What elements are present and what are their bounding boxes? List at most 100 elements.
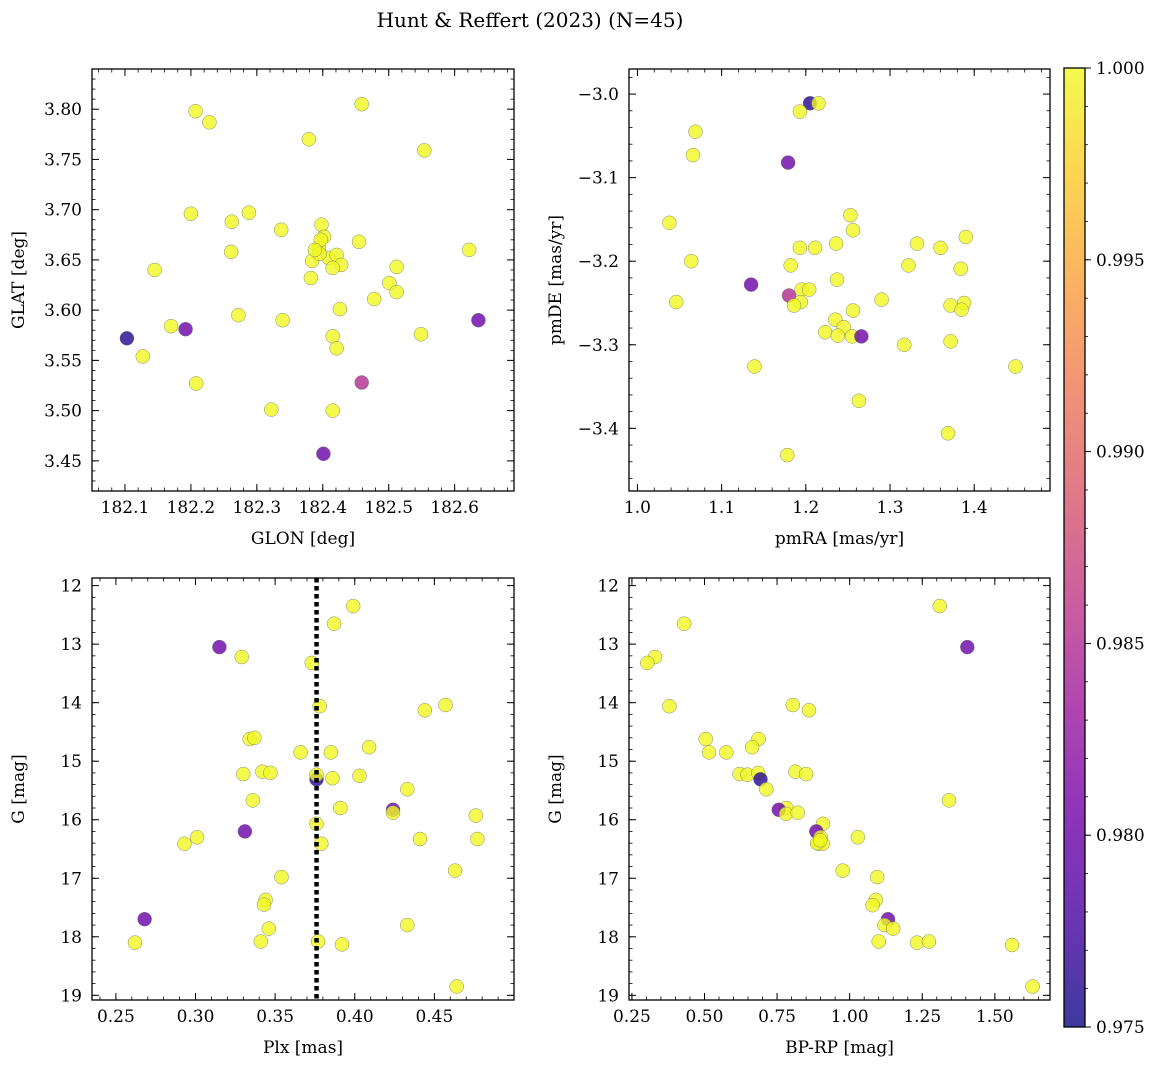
data-point [351,234,367,250]
x-tick-label: 1.1 [708,498,735,518]
y-tick-label: 3.80 [44,100,82,120]
data-point [135,349,151,364]
x-axis-label: GLON [deg] [251,529,355,549]
data-point [413,327,429,342]
y-tick-label: 15 [60,752,82,772]
y-tick-label: −3.3 [578,336,619,356]
colorbar-tick-label: 0.995 [1096,251,1145,271]
y-tick-label: 16 [60,811,82,831]
data-point [147,262,162,278]
data-point [1004,937,1020,953]
x-tick-label: 1.3 [876,498,903,518]
data-point [874,292,889,307]
data-point [719,745,734,760]
data-point [412,831,428,847]
data-point [958,229,974,245]
data-point [662,215,677,231]
data-point [790,805,805,820]
data-point [801,282,817,297]
data-point [662,698,677,714]
data-point [932,598,947,614]
data-point [352,768,367,784]
data-point [698,731,713,747]
data-point [865,897,880,913]
data-point [241,205,257,220]
data-point [332,301,348,317]
x-tick-label: 182.3 [233,498,282,518]
data-point [314,217,329,232]
x-tick-label: 1.2 [792,498,819,518]
data-point [178,321,193,337]
y-tick-label: 18 [597,928,619,948]
y-tick-label: 14 [597,694,619,714]
data-point [354,96,369,112]
y-tick-label: −3.2 [578,252,619,272]
data-point [786,298,802,313]
data-point [940,426,956,441]
x-tick-label: 1.50 [976,1007,1014,1027]
data-point [835,863,850,878]
data-point [366,291,382,307]
y-tick-label: 12 [60,577,82,597]
colorbar: 0.975 0.980 0.985 0.990 0.995 1.000 [1063,59,1145,1038]
data-point [468,808,484,823]
data-point [688,124,703,139]
y-tick-label: −3.4 [578,419,619,439]
data-point [325,403,340,418]
data-point [354,375,369,390]
data-point [256,897,272,912]
data-point [783,258,798,273]
data-point [471,312,486,328]
data-point [668,294,684,310]
data-point [845,223,861,238]
data-point [953,261,968,276]
data-point [223,244,239,260]
panel-bprp-g: 0.25 0.50 0.75 1.00 1.25 1.50 12 13 14 15 16 17 18 19… [546,577,1051,1058]
data-point [960,639,975,655]
data-point [684,253,699,269]
colorbar-tick-label: 1.000 [1096,59,1145,79]
data-point [461,242,477,258]
data-point [743,277,759,292]
data-point [792,104,808,119]
data-point [273,222,289,238]
x-tick-label: 1.0 [624,498,651,518]
x-tick-label: 0.45 [415,1007,453,1027]
data-point [829,272,845,287]
data-point [236,766,251,782]
data-point [137,911,152,927]
data-point [744,739,760,755]
x-tick-label: 0.40 [336,1007,374,1027]
axes-frame [628,577,1051,1001]
x-axis-label: BP-RP [mag] [785,1038,894,1058]
y-tick-label: 3.70 [44,201,82,221]
data-point [202,115,217,130]
data-point [253,934,269,949]
data-point [817,324,833,340]
data-point [303,270,319,286]
figure-title: Hunt & Reffert (2023) (N=45) [377,8,684,32]
data-point [316,446,331,462]
x-tick-label: 0.75 [758,1007,796,1027]
data-point [400,917,415,933]
data-point [780,447,795,463]
data-point [264,402,279,417]
data-point [263,765,278,781]
data-point [189,830,205,845]
data-point [329,341,344,356]
y-tick-label: −3.0 [578,85,619,105]
colorbar-tick-label: 0.985 [1096,634,1145,654]
y-axis-label: GLAT [deg] [9,231,29,329]
data-point [385,805,401,820]
data-point [676,616,692,631]
y-tick-label: 13 [60,635,82,655]
data-point [389,284,404,300]
scatter-points [127,598,485,994]
data-point [447,863,463,878]
data-point [275,312,290,328]
data-point [326,616,342,631]
colorbar-gradient [1064,68,1085,1027]
x-tick-label: 1.00 [831,1007,869,1027]
x-tick-label: 1.4 [961,498,988,518]
colorbar-frame [1063,67,1086,1028]
